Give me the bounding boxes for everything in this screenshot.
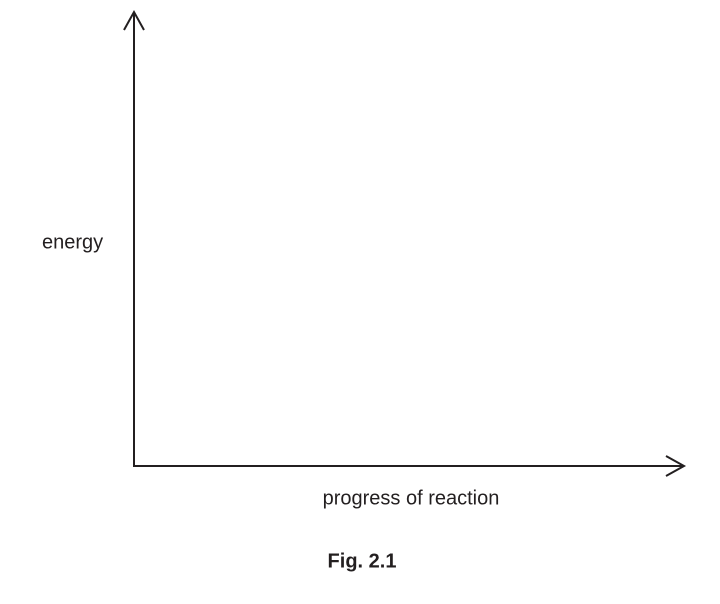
figure-caption: Fig. 2.1 <box>328 550 397 572</box>
y-axis-arrow <box>123 9 145 31</box>
x-axis-arrow <box>665 455 687 477</box>
axes <box>133 13 683 467</box>
y-axis-label: energy <box>42 231 103 253</box>
x-axis-label: progress of reaction <box>323 487 500 509</box>
